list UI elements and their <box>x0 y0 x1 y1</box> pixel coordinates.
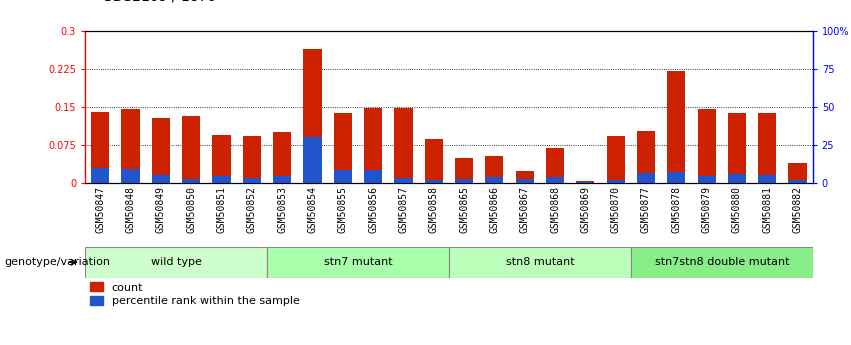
Bar <box>788 180 807 183</box>
Text: stn7stn8 double mutant: stn7stn8 double mutant <box>654 257 789 267</box>
Bar <box>449 247 631 278</box>
Bar <box>425 139 443 183</box>
Bar <box>485 156 504 183</box>
Text: wild type: wild type <box>151 257 202 267</box>
Bar <box>394 108 413 183</box>
Text: stn8 mutant: stn8 mutant <box>505 257 574 267</box>
Bar <box>267 247 449 278</box>
Bar <box>303 49 322 183</box>
Text: GSM50853: GSM50853 <box>277 186 287 233</box>
Bar <box>243 178 261 183</box>
Bar <box>516 171 534 183</box>
Text: GSM50877: GSM50877 <box>641 186 651 233</box>
Text: GSM50852: GSM50852 <box>247 186 257 233</box>
Bar <box>91 112 109 183</box>
Legend: count, percentile rank within the sample: count, percentile rank within the sample <box>85 278 304 311</box>
Bar <box>122 109 140 183</box>
Text: GSM50850: GSM50850 <box>186 186 197 233</box>
Text: GSM50856: GSM50856 <box>368 186 378 233</box>
Bar <box>607 136 625 183</box>
Bar <box>698 176 716 183</box>
Text: GSM50857: GSM50857 <box>398 186 408 233</box>
Bar <box>364 108 382 183</box>
Bar <box>631 247 813 278</box>
Bar <box>607 180 625 183</box>
Text: GSM50855: GSM50855 <box>338 186 348 233</box>
Bar <box>213 176 231 183</box>
Bar <box>364 170 382 183</box>
Bar <box>545 148 564 183</box>
Text: GSM50847: GSM50847 <box>95 186 106 233</box>
Text: GSM50848: GSM50848 <box>126 186 135 233</box>
Bar <box>273 176 291 183</box>
Bar <box>455 179 473 183</box>
Bar <box>182 179 200 183</box>
Bar <box>758 113 776 183</box>
Bar <box>303 137 322 183</box>
Text: GSM50867: GSM50867 <box>520 186 529 233</box>
Text: GSM50879: GSM50879 <box>701 186 711 233</box>
Bar <box>728 113 746 183</box>
Bar <box>637 173 655 183</box>
Bar <box>576 182 594 183</box>
Text: GSM50854: GSM50854 <box>307 186 317 233</box>
Bar <box>91 168 109 183</box>
Bar <box>788 162 807 183</box>
Bar <box>667 70 685 183</box>
Text: GSM50851: GSM50851 <box>216 186 226 233</box>
Text: genotype/variation: genotype/variation <box>4 257 111 267</box>
Text: GSM50868: GSM50868 <box>550 186 560 233</box>
Text: GSM50878: GSM50878 <box>671 186 682 233</box>
Bar <box>728 174 746 183</box>
Text: GSM50865: GSM50865 <box>459 186 469 233</box>
Bar <box>334 113 352 183</box>
Bar <box>485 177 504 183</box>
Bar <box>516 179 534 183</box>
Bar <box>698 109 716 183</box>
Text: GSM50869: GSM50869 <box>580 186 591 233</box>
Text: GSM50849: GSM50849 <box>156 186 166 233</box>
Text: stn7 mutant: stn7 mutant <box>323 257 392 267</box>
Bar <box>455 158 473 183</box>
Bar <box>425 180 443 183</box>
Bar <box>394 178 413 183</box>
Text: GSM50880: GSM50880 <box>732 186 742 233</box>
Text: GSM50866: GSM50866 <box>489 186 500 233</box>
Bar <box>213 135 231 183</box>
Bar <box>545 177 564 183</box>
Bar <box>122 169 140 183</box>
Bar <box>637 131 655 183</box>
Text: GSM50882: GSM50882 <box>792 186 802 233</box>
Bar <box>151 175 170 183</box>
Bar <box>182 116 200 183</box>
Bar <box>151 118 170 183</box>
Text: GSM50870: GSM50870 <box>611 186 620 233</box>
Bar <box>758 175 776 183</box>
Bar <box>334 170 352 183</box>
Bar <box>243 136 261 183</box>
Bar <box>85 247 267 278</box>
Text: GSM50881: GSM50881 <box>762 186 772 233</box>
Bar <box>667 172 685 183</box>
Text: GDS2109 / 1870: GDS2109 / 1870 <box>102 0 216 3</box>
Bar <box>576 181 594 183</box>
Text: GSM50858: GSM50858 <box>429 186 439 233</box>
Bar <box>273 132 291 183</box>
